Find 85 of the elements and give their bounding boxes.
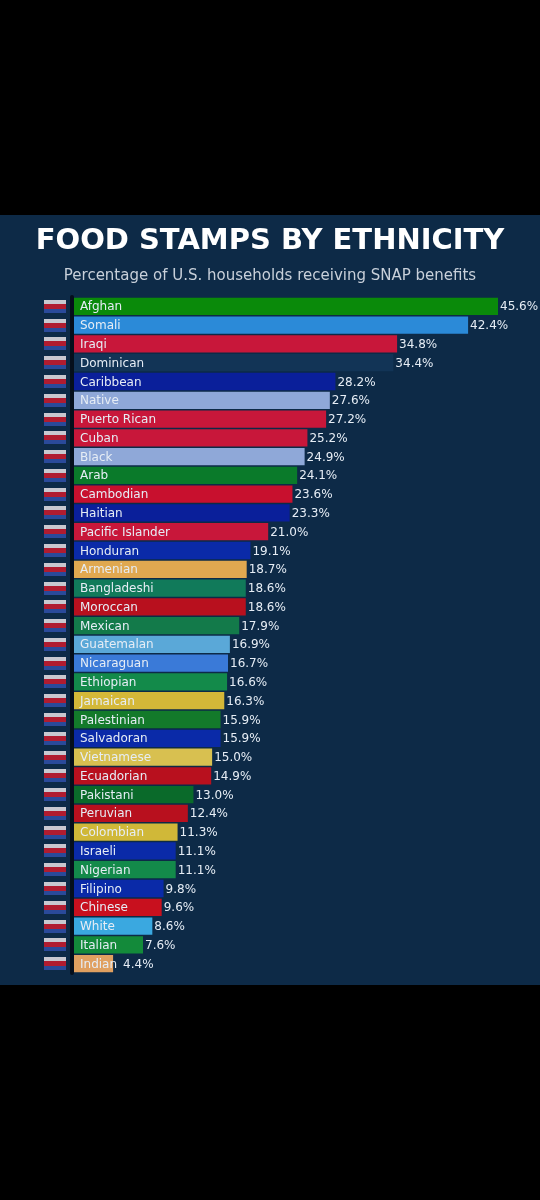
y-tick-label: Honduran [80,543,140,558]
y-tick-label: Cambodian [80,487,149,502]
data-label: 19.1% [252,543,291,558]
bar [72,466,298,485]
bar [72,579,246,597]
y-tick-label: Haitian [80,505,123,520]
bar [72,391,330,409]
y-tick-label: Ethiopian [80,674,137,689]
y-tick-label: Armenian [80,562,138,577]
bar [72,372,336,391]
y-tick-label: Nicaraguan [80,656,149,671]
data-label: 28.2% [337,374,376,389]
data-label: 11.3% [179,825,218,840]
y-tick-label: Vietnamese [80,750,152,765]
y-tick-label: Afghan [80,299,123,314]
y-tick-label: Black [80,449,113,464]
y-tick-label: Guatemalan [80,637,154,652]
y-tick-label: Filipino [80,881,122,896]
y-tick-label: Salvadoran [80,731,148,746]
y-tick-label: Somali [80,318,121,333]
data-label: 18.6% [247,599,286,614]
data-label: 16.7% [230,656,269,671]
data-label: 15.0% [214,750,253,765]
data-label: 24.9% [306,449,345,464]
data-label: 11.1% [177,843,216,858]
data-label: 16.3% [226,693,265,708]
data-label: 12.4% [189,806,228,821]
y-tick-label: Colombian [80,825,144,840]
data-label: 9.6% [163,900,195,915]
data-label: 25.2% [309,430,348,445]
data-label: 21.0% [270,524,309,539]
chart-subtitle: Percentage of U.S. households receiving SNAP benefits [63,265,477,284]
data-label: 34.4% [395,355,434,370]
y-tick-label: Ecuadorian [80,768,148,783]
data-label: 11.1% [177,862,216,877]
data-label: 27.2% [328,412,367,427]
data-label: 15.9% [222,712,261,727]
data-label: 45.6% [500,299,539,314]
data-label: 15.9% [222,731,261,746]
y-tick-label: Iraqi [80,336,107,351]
data-label: 13.0% [195,787,234,802]
data-label: 24.1% [299,468,338,483]
y-tick-label: Puerto Rican [80,412,157,427]
data-label: 16.9% [231,637,271,652]
y-tick-label: Mexican [80,618,130,633]
data-label: 18.7% [248,562,287,577]
data-label: 7.6% [145,937,176,952]
data-label: 17.9% [241,618,280,633]
bar [72,316,469,334]
data-label: 23.6% [294,487,333,502]
y-tick-label: Pakistani [80,787,134,802]
bar [72,297,498,316]
y-tick-label: Pacific Islander [80,524,171,539]
data-label: 16.6% [229,674,268,689]
bar [72,335,398,353]
y-tick-label: Caribbean [80,374,142,389]
y-tick-label: Israeli [80,843,117,858]
bar [72,447,305,466]
y-tick-label: Moroccan [80,599,138,614]
y-tick-label: Palestinian [80,712,145,727]
data-label: 18.6% [247,581,286,596]
y-tick-label: White [80,919,115,934]
bar [72,504,290,522]
chart-title: FOOD STAMPS BY ETHNICITY [35,221,506,256]
data-label: 8.6% [154,919,185,934]
data-label: 4.4% [123,956,154,971]
y-tick-label: Peruvian [80,806,133,821]
bar [72,354,394,372]
y-tick-label: Bangladeshi [80,581,154,596]
data-label: 9.8% [165,881,197,896]
bar [72,673,228,691]
data-label: 14.9% [213,768,252,783]
data-label: 23.3% [291,505,330,520]
y-tick-label: Jamaican [79,693,135,708]
bar [72,842,176,860]
y-tick-label: Nigerian [80,862,131,877]
y-tick-label: Chinese [80,900,128,915]
y-tick-label: Native [80,393,119,408]
y-tick-label: Dominican [80,355,145,370]
y-tick-label: Italian [80,937,118,952]
data-label: 27.6% [331,393,370,408]
data-label: 42.4% [470,318,509,333]
y-tick-label: Cuban [80,430,119,445]
y-tick-label: Arab [80,468,109,483]
data-label: 34.8% [399,336,438,351]
